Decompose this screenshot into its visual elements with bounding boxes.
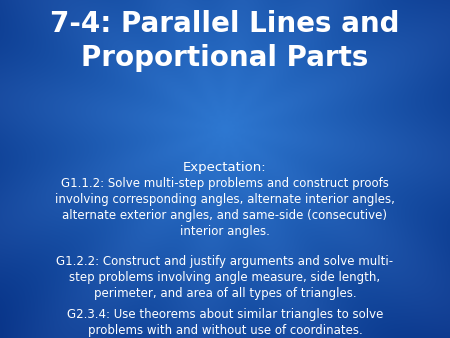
Text: G2.3.4: Use theorems about similar triangles to solve
problems with and without : G2.3.4: Use theorems about similar trian… xyxy=(67,308,383,337)
Text: 7-4: Parallel Lines and
Proportional Parts: 7-4: Parallel Lines and Proportional Par… xyxy=(50,10,400,72)
Text: Expectation:: Expectation: xyxy=(183,161,267,173)
Text: G1.1.2: Solve multi-step problems and construct proofs
involving corresponding a: G1.1.2: Solve multi-step problems and co… xyxy=(55,177,395,238)
Text: G1.2.2: Construct and justify arguments and solve multi-
step problems involving: G1.2.2: Construct and justify arguments … xyxy=(56,255,394,300)
